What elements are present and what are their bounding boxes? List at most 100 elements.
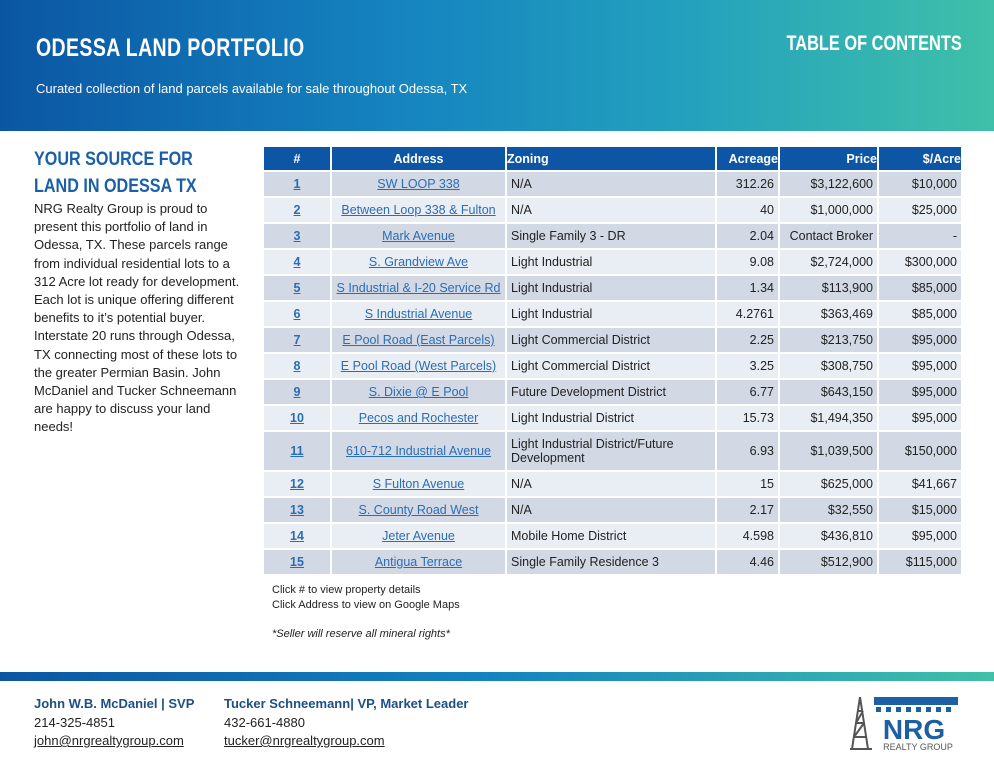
cell-price-per-acre: $25,000 <box>879 198 961 222</box>
google-maps-link[interactable]: S. Dixie @ E Pool <box>368 385 469 399</box>
cell-acreage: 4.46 <box>717 550 778 574</box>
cell-price-per-acre: $300,000 <box>879 250 961 274</box>
google-maps-link[interactable]: Between Loop 338 & Fulton <box>341 203 496 217</box>
cell-number: 9 <box>264 380 330 404</box>
cell-acreage: 15 <box>717 472 778 496</box>
google-maps-link[interactable]: Jeter Avenue <box>382 529 455 543</box>
cell-zoning: Light Commercial District <box>507 354 715 378</box>
logo-subtext: REALTY GROUP <box>883 742 953 752</box>
cell-price-per-acre: $115,000 <box>879 550 961 574</box>
property-details-link[interactable]: 4 <box>293 255 301 269</box>
cell-price-per-acre: $15,000 <box>879 498 961 522</box>
page-title: ODESSA LAND PORTFOLIO <box>36 34 305 62</box>
cell-address: S. Dixie @ E Pool <box>332 380 505 404</box>
cell-price: $113,900 <box>780 276 877 300</box>
table-row: 8 E Pool Road (West Parcels) Light Commerc… <box>264 354 961 378</box>
contact-mcdaniel: John W.B. McDaniel | SVP 214-325-4851 jo… <box>34 695 194 751</box>
google-maps-link[interactable]: Antigua Terrace <box>374 555 463 569</box>
contact-email-link[interactable]: tucker@nrgrealtygroup.com <box>224 733 385 748</box>
table-row: 10 Pecos and Rochester Light Industrial Di… <box>264 406 961 430</box>
cell-address: Mark Avenue <box>332 224 505 248</box>
cell-zoning: Mobile Home District <box>507 524 715 548</box>
property-details-link[interactable]: 2 <box>293 203 301 217</box>
cell-price-per-acre: $10,000 <box>879 172 961 196</box>
cell-price: Contact Broker <box>780 224 877 248</box>
property-details-link[interactable]: 9 <box>293 385 301 399</box>
cell-acreage: 2.25 <box>717 328 778 352</box>
property-details-link[interactable]: 14 <box>290 529 304 543</box>
table-row: 6 S Industrial Avenue Light Industrial 4.27… <box>264 302 961 326</box>
cell-address: E Pool Road (West Parcels) <box>332 354 505 378</box>
cell-price: $2,724,000 <box>780 250 877 274</box>
google-maps-link[interactable]: S. Grandview Ave <box>368 255 469 269</box>
page-subtitle: Curated collection of land parcels avail… <box>36 81 468 96</box>
property-details-link[interactable]: 6 <box>293 307 301 321</box>
contact-schneemann: Tucker Schneemann| VP, Market Leader 432… <box>224 695 468 751</box>
cell-acreage: 6.77 <box>717 380 778 404</box>
cell-acreage: 1.34 <box>717 276 778 300</box>
header-zoning: Zoning <box>507 147 715 170</box>
property-details-link[interactable]: 10 <box>290 411 304 425</box>
property-details-link[interactable]: 5 <box>293 281 301 295</box>
contact-email-link[interactable]: john@nrgrealtygroup.com <box>34 733 184 748</box>
table-row: 14 Jeter Avenue Mobile Home District 4.598 $… <box>264 524 961 548</box>
cell-acreage: 2.04 <box>717 224 778 248</box>
google-maps-link[interactable]: S Fulton Avenue <box>372 477 465 491</box>
derrick-icon <box>850 696 872 750</box>
google-maps-link[interactable]: SW LOOP 338 <box>377 177 460 191</box>
mineral-rights-note: *Seller will reserve all mineral rights* <box>272 628 450 640</box>
cell-address: Pecos and Rochester <box>332 406 505 430</box>
table-of-contents-link[interactable]: TABLE OF CONTENTS <box>786 32 962 55</box>
google-maps-link[interactable]: E Pool Road (West Parcels) <box>340 359 497 373</box>
table-row: 2 Between Loop 338 & Fulton N/A 40 $1,000,00… <box>264 198 961 222</box>
google-maps-link[interactable]: Mark Avenue <box>382 229 455 243</box>
cell-address: 610-712 Industrial Avenue <box>332 432 505 470</box>
property-details-link[interactable]: 3 <box>293 229 301 243</box>
cell-price: $363,469 <box>780 302 877 326</box>
cell-zoning: Light Industrial <box>507 276 715 300</box>
cell-zoning: Light Commercial District <box>507 328 715 352</box>
property-details-link[interactable]: 12 <box>290 477 304 491</box>
cell-address: SW LOOP 338 <box>332 172 505 196</box>
parcel-table: # Address Zoning Acreage Price $/Acre 1 SW LOO… <box>262 145 963 576</box>
cell-price-per-acre: $150,000 <box>879 432 961 470</box>
cell-price-per-acre: $95,000 <box>879 380 961 404</box>
property-details-link[interactable]: 8 <box>293 359 301 373</box>
logo-text: NRG <box>883 714 945 745</box>
cell-number: 1 <box>264 172 330 196</box>
google-maps-link[interactable]: Pecos and Rochester <box>358 411 479 425</box>
cell-number: 4 <box>264 250 330 274</box>
cell-number: 12 <box>264 472 330 496</box>
cell-number: 11 <box>264 432 330 470</box>
property-details-link[interactable]: 11 <box>290 444 304 458</box>
table-row: 13 S. County Road West N/A 2.17 $32,550 $15,0… <box>264 498 961 522</box>
cell-number: 13 <box>264 498 330 522</box>
header-price: Price <box>780 147 877 170</box>
contact-phone: 214-325-4851 <box>34 714 115 730</box>
table-header-row: # Address Zoning Acreage Price $/Acre <box>264 147 961 170</box>
google-maps-link[interactable]: 610-712 Industrial Avenue <box>345 444 492 458</box>
table-notes: Click # to view property details Click A… <box>272 583 460 612</box>
property-details-link[interactable]: 7 <box>293 333 301 347</box>
cell-address: S. County Road West <box>332 498 505 522</box>
cell-price-per-acre: $95,000 <box>879 406 961 430</box>
table-row: 3 Mark Avenue Single Family 3 - DR 2.04 Cont… <box>264 224 961 248</box>
contact-name: John W.B. McDaniel | SVP <box>34 696 195 711</box>
table-row: 12 S Fulton Avenue N/A 15 $625,000 $41,667 <box>264 472 961 496</box>
cell-acreage: 312.26 <box>717 172 778 196</box>
google-maps-link[interactable]: S Industrial Avenue <box>364 307 473 321</box>
cell-price: $308,750 <box>780 354 877 378</box>
table-row: 15 Antigua Terrace Single Family Residence… <box>264 550 961 574</box>
property-details-link[interactable]: 1 <box>293 177 301 191</box>
google-maps-link[interactable]: S Industrial & I-20 Service Rd <box>336 281 501 295</box>
cell-price-per-acre: $95,000 <box>879 354 961 378</box>
property-details-link[interactable]: 13 <box>290 503 304 517</box>
google-maps-link[interactable]: E Pool Road (East Parcels) <box>342 333 495 347</box>
header-address: Address <box>332 147 505 170</box>
cell-zoning: Light Industrial <box>507 302 715 326</box>
property-details-link[interactable]: 15 <box>290 555 304 569</box>
google-maps-link[interactable]: S. County Road West <box>358 503 479 517</box>
cell-number: 3 <box>264 224 330 248</box>
cell-price: $512,900 <box>780 550 877 574</box>
nrg-logo: NRG REALTY GROUP <box>850 696 958 752</box>
